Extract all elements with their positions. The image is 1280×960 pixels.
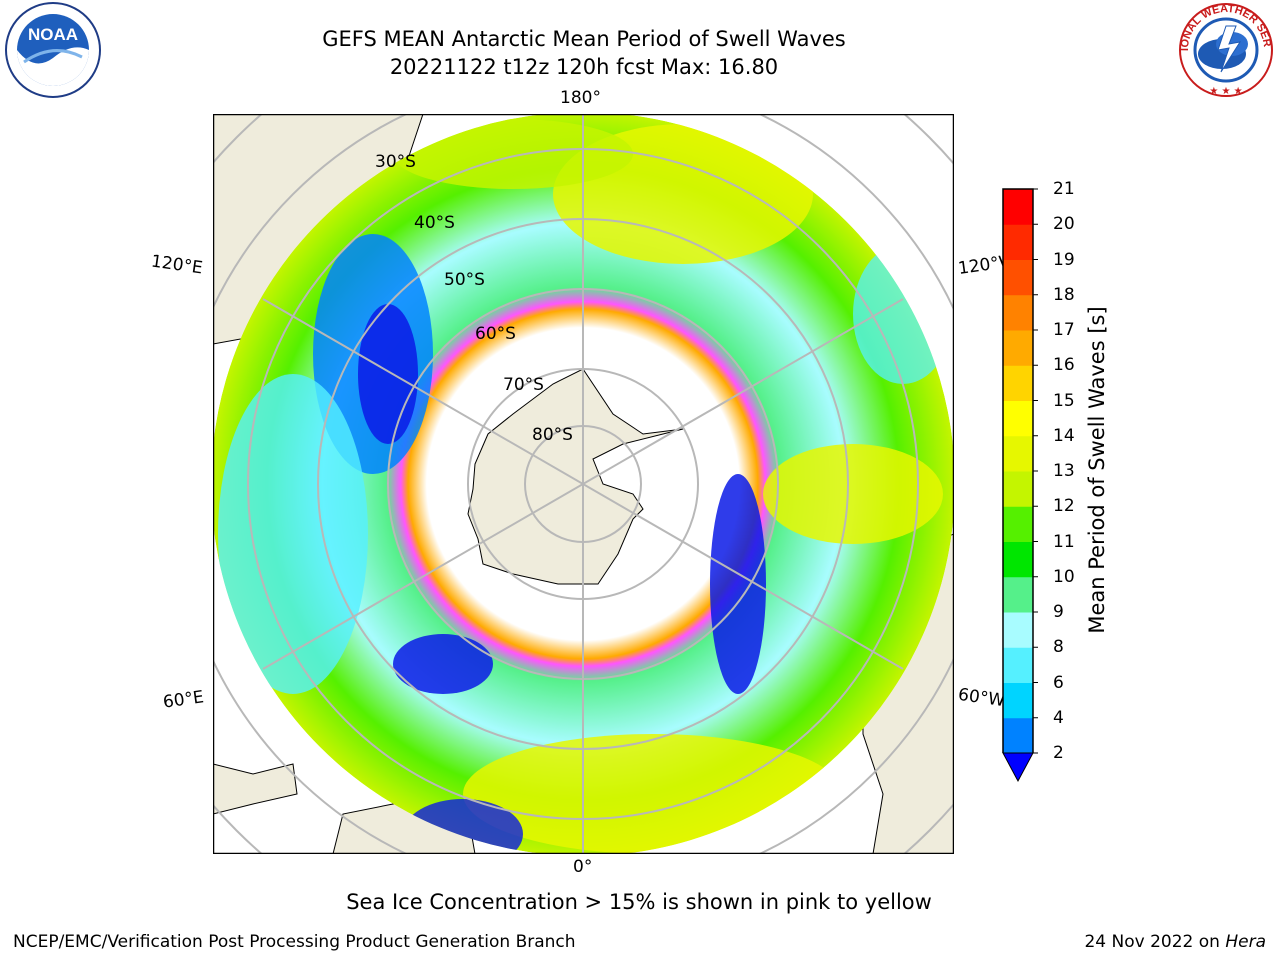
lon-label-60e: 60°E xyxy=(161,687,206,713)
colorbar-extend-arrow xyxy=(1002,752,1034,783)
colorbar-tick-label: 16 xyxy=(1053,355,1075,376)
colorbar-segment xyxy=(1003,294,1033,331)
run-date: 24 Nov 2022 on Hera xyxy=(1084,932,1266,952)
colorbar-tick-label: 6 xyxy=(1053,672,1064,693)
noaa-logo: NOAA xyxy=(5,2,101,98)
colorbar-tick-label: 8 xyxy=(1053,637,1064,658)
antarctica-land xyxy=(467,368,684,585)
colorbar-segment xyxy=(1003,224,1033,260)
svg-text:★ ★ ★: ★ ★ ★ xyxy=(1209,86,1242,97)
colorbar-segment xyxy=(1003,541,1033,578)
lat-label-70s: 70°S xyxy=(503,375,544,395)
nws-logo: NATIONAL WEATHER SERVICE ★ ★ ★ xyxy=(1174,2,1273,97)
colorbar-segment xyxy=(1003,330,1033,366)
credit-text: NCEP/EMC/Verification Post Processing Pr… xyxy=(13,932,576,952)
colorbar-tick-label: 14 xyxy=(1053,425,1075,446)
colorbar-segment xyxy=(1003,471,1033,507)
lon-label-120e: 120°E xyxy=(149,251,204,279)
colorbar-segment xyxy=(1003,400,1033,437)
map-title: GEFS MEAN Antarctic Mean Period of Swell… xyxy=(322,27,846,51)
lat-label-40s: 40°S xyxy=(414,213,455,233)
colorbar-tick-label: 19 xyxy=(1053,249,1075,270)
colorbar-tick-label: 2 xyxy=(1053,743,1064,763)
colorbar-tick-label: 21 xyxy=(1053,179,1075,199)
colorbar-tick-label: 4 xyxy=(1053,707,1064,728)
colorbar-segment xyxy=(1003,506,1033,542)
colorbar-tick-label: 20 xyxy=(1053,214,1075,235)
lat-label-30s: 30°S xyxy=(375,152,416,172)
lat-label-60s: 60°S xyxy=(475,324,516,344)
colorbar-tick-label: 18 xyxy=(1053,284,1075,305)
colorbar-segment xyxy=(1003,189,1033,225)
colorbar-tick-label: 12 xyxy=(1053,496,1075,517)
run-date-text: 24 Nov 2022 on xyxy=(1084,932,1220,952)
colorbar-segment xyxy=(1003,682,1033,719)
map-subtitle: 20221122 t12z 120h fcst Max: 16.80 xyxy=(389,55,779,79)
colorbar-segment xyxy=(1003,717,1033,754)
lon-label-180: 180° xyxy=(560,88,601,108)
svg-text:NOAA: NOAA xyxy=(28,25,78,44)
colorbar-tick-label: 13 xyxy=(1053,461,1075,481)
colorbar-tick-label: 11 xyxy=(1053,531,1075,552)
colorbar-title: Mean Period of Swell Waves [s] xyxy=(1085,306,1109,634)
colorbar-segment xyxy=(1003,612,1033,648)
lon-label-60w: 60°W xyxy=(956,684,1007,712)
sea-ice-note: Sea Ice Concentration > 15% is shown in … xyxy=(346,890,932,914)
machine-name: Hera xyxy=(1225,932,1266,952)
colorbar-segment xyxy=(1003,435,1033,472)
colorbar-segment xyxy=(1003,365,1033,401)
swell-region-blue-east xyxy=(710,474,766,694)
colorbar-tick-label: 9 xyxy=(1053,602,1064,622)
colorbar-segment xyxy=(1003,259,1033,296)
colorbar-tick-label: 15 xyxy=(1053,390,1075,411)
polar-map xyxy=(213,114,954,854)
colorbar-tick-label: 17 xyxy=(1053,320,1075,340)
colorbar xyxy=(1002,188,1038,783)
lat-label-80s: 80°S xyxy=(532,425,573,445)
graticule xyxy=(213,114,954,854)
colorbar-tick-label: 10 xyxy=(1053,566,1075,587)
lon-label-0: 0° xyxy=(573,857,593,877)
colorbar-segment xyxy=(1003,647,1033,683)
madagascar-land xyxy=(213,763,298,815)
colorbar-segment xyxy=(1003,576,1033,613)
lat-label-50s: 50°S xyxy=(444,270,485,290)
